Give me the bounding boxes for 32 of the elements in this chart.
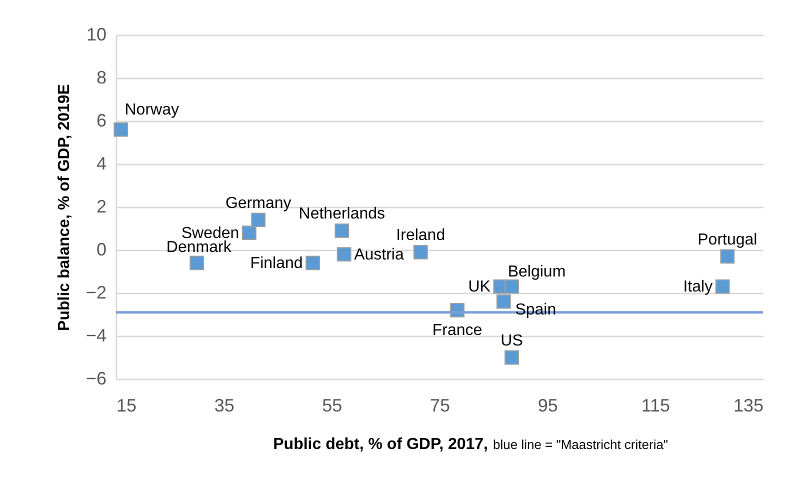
series-label: Austria <box>354 246 404 264</box>
y-tick-label: −6 <box>86 368 106 388</box>
x-tick-label: 75 <box>430 396 450 416</box>
x-axis-title: Public debt, % of GDP, 2017, <box>273 436 488 453</box>
series-label: US <box>500 332 523 350</box>
text: blue line = "Maastricht criteria" <box>493 437 668 452</box>
series-label: Finland <box>250 254 303 272</box>
series-label: Belgium <box>508 264 566 281</box>
y-tick-label: 2 <box>96 196 106 216</box>
series-label: Spain <box>515 302 556 319</box>
series-label: France <box>432 322 482 340</box>
series-label: UK <box>468 278 491 296</box>
y-tick-label: 0 <box>96 240 106 260</box>
series-label: Portugal <box>698 231 758 248</box>
series-label: Norway <box>124 102 179 119</box>
y-tick-label: 8 <box>96 68 106 88</box>
series-label: Ireland <box>396 227 446 244</box>
series-label: Netherlands <box>298 206 386 223</box>
x-tick-label: 95 <box>538 396 558 416</box>
y-tick-label: −4 <box>86 326 106 346</box>
x-tick-label: 55 <box>322 396 342 416</box>
y-tick-label: 6 <box>96 110 106 130</box>
y-tick-label: 4 <box>96 154 106 174</box>
x-tick-label: 115 <box>641 396 670 416</box>
series-label: Italy <box>683 278 713 296</box>
y-tick-label: 10 <box>86 24 106 44</box>
x-tick-label: 35 <box>214 396 234 416</box>
y-tick-label: −2 <box>86 282 106 302</box>
y-axis-title: Public balance, % of GDP, 2019E <box>56 84 73 331</box>
x-tick-label: 135 <box>733 396 764 416</box>
series-label: Germany <box>225 194 292 212</box>
x-tick-label: 15 <box>116 396 137 416</box>
